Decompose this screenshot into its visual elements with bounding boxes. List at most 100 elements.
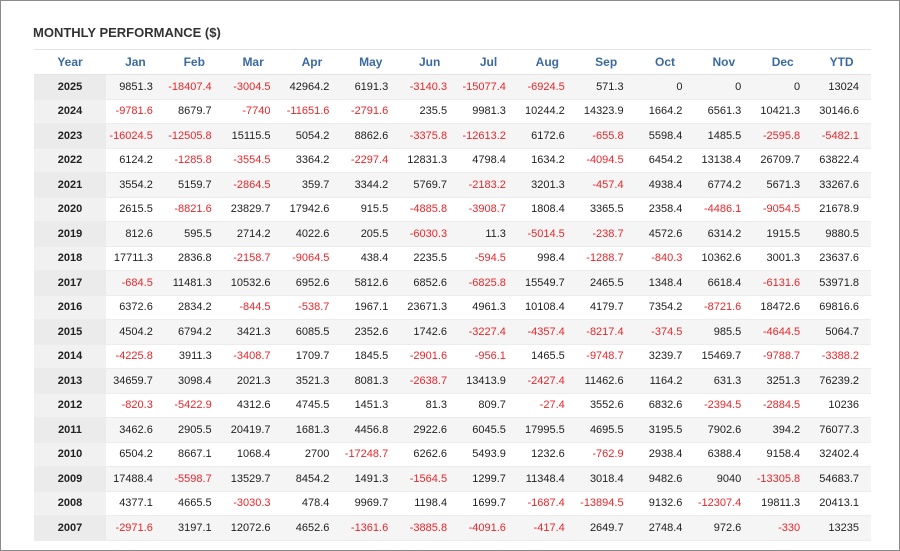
value-cell: 3098.4 xyxy=(164,368,224,394)
value-cell: 2834.2 xyxy=(164,295,224,320)
value-cell: -2427.4 xyxy=(517,368,577,394)
value-cell: -27.4 xyxy=(517,393,577,418)
header-row: Year Jan Feb Mar Apr May Jun Jul Aug Sep Oct Nov Dec… xyxy=(34,49,871,75)
value-cell: 23829.7 xyxy=(223,197,283,222)
value-cell: 11348.4 xyxy=(517,466,577,492)
value-cell: -655.8 xyxy=(576,123,636,149)
table-row: 2025 9851.3 -18407.4 -3004.5 42964.2 6191.3 -3… xyxy=(34,74,871,100)
value-cell: -4486.1 xyxy=(694,197,754,222)
value-cell: 10532.6 xyxy=(223,270,283,296)
value-cell: -2791.6 xyxy=(341,99,401,124)
value-cell: 4652.6 xyxy=(282,515,342,541)
table-row: 2024 -9781.6 8679.7 -7740 -11651.6 -2791.6 235… xyxy=(34,99,871,124)
value-cell: -1687.4 xyxy=(517,491,577,516)
value-cell: 6172.6 xyxy=(517,123,577,149)
value-cell: 4022.6 xyxy=(282,221,342,247)
value-cell: -4091.6 xyxy=(459,515,518,541)
value-cell: 17488.4 xyxy=(106,466,165,492)
value-cell: 7354.2 xyxy=(635,295,695,320)
value-cell: 1465.5 xyxy=(517,344,577,369)
value-cell: 6952.6 xyxy=(282,270,342,296)
value-cell: 10421.3 xyxy=(753,99,813,124)
value-cell: 3521.3 xyxy=(282,368,342,394)
value-cell: -3030.3 xyxy=(223,491,283,516)
value-cell: 1664.2 xyxy=(635,99,695,124)
value-cell: 0 xyxy=(635,74,695,100)
year-cell: 2009 xyxy=(34,466,106,492)
year-cell: 2007 xyxy=(34,515,106,541)
value-cell: -15077.4 xyxy=(459,74,518,100)
value-cell: -9748.7 xyxy=(576,344,636,369)
value-cell: -9788.7 xyxy=(753,344,813,369)
value-cell: -13305.8 xyxy=(753,466,813,492)
value-cell: -4885.8 xyxy=(400,197,460,222)
value-cell: -6030.3 xyxy=(400,221,460,247)
value-cell: 812.6 xyxy=(106,221,165,247)
value-cell: -5482.1 xyxy=(812,123,871,149)
column-header: Nov xyxy=(694,49,754,75)
value-cell: 3554.2 xyxy=(106,172,165,198)
year-cell: 2008 xyxy=(34,491,106,516)
value-cell: -4644.5 xyxy=(753,319,813,345)
value-cell: 1742.6 xyxy=(400,319,460,345)
year-cell: 2025 xyxy=(34,74,106,100)
value-cell: 3239.7 xyxy=(635,344,695,369)
value-cell: 2649.7 xyxy=(576,515,636,541)
value-cell: 0 xyxy=(694,74,754,100)
value-cell: 4572.6 xyxy=(635,221,695,247)
value-cell: -17248.7 xyxy=(341,442,401,467)
performance-table: Year Jan Feb Mar Apr May Jun Jul Aug Sep Oct Nov Dec… xyxy=(34,49,871,541)
value-cell: 3462.6 xyxy=(106,417,165,443)
value-cell: -2901.6 xyxy=(400,344,460,369)
value-cell: 631.3 xyxy=(694,368,754,394)
value-cell: -4357.4 xyxy=(517,319,577,345)
value-cell: 63822.4 xyxy=(812,148,871,173)
value-cell: -2158.7 xyxy=(223,246,283,271)
value-cell: 1485.5 xyxy=(694,123,754,149)
value-cell: 3001.3 xyxy=(753,246,813,271)
value-cell: 30146.6 xyxy=(812,99,871,124)
value-cell: 3552.6 xyxy=(576,393,636,418)
value-cell: 15469.7 xyxy=(694,344,754,369)
value-cell: 4695.5 xyxy=(576,417,636,443)
value-cell: 6262.6 xyxy=(400,442,460,467)
value-cell: -3004.5 xyxy=(223,74,283,100)
value-cell: -5422.9 xyxy=(164,393,224,418)
value-cell: 2465.5 xyxy=(576,270,636,296)
value-cell: -3375.8 xyxy=(400,123,460,149)
value-cell: 6191.3 xyxy=(341,74,401,100)
value-cell: 9851.3 xyxy=(106,74,165,100)
value-cell: -3908.7 xyxy=(459,197,518,222)
value-cell: -3885.8 xyxy=(400,515,460,541)
year-cell: 2018 xyxy=(34,246,106,271)
value-cell: -374.5 xyxy=(635,319,695,345)
value-cell: 438.4 xyxy=(341,246,401,271)
value-cell: 1967.1 xyxy=(341,295,401,320)
value-cell: 6388.4 xyxy=(694,442,754,467)
value-cell: 6124.2 xyxy=(106,148,165,173)
value-cell: 478.4 xyxy=(282,491,342,516)
value-cell: 17995.5 xyxy=(517,417,577,443)
year-cell: 2011 xyxy=(34,417,106,443)
table-row: 2022 6124.2 -1285.8 -3554.5 3364.2 -2297.4 128… xyxy=(34,148,871,173)
value-cell: 2748.4 xyxy=(635,515,695,541)
value-cell: -9064.5 xyxy=(282,246,342,271)
value-cell: 4938.4 xyxy=(635,172,695,198)
value-cell: 2615.5 xyxy=(106,197,165,222)
value-cell: 2352.6 xyxy=(341,319,401,345)
value-cell: 1915.5 xyxy=(753,221,813,247)
value-cell: -2864.5 xyxy=(223,172,283,198)
title: MONTHLY PERFORMANCE ($) xyxy=(33,25,221,40)
value-cell: 10244.2 xyxy=(517,99,577,124)
value-cell: -1361.6 xyxy=(341,515,401,541)
value-cell: 54683.7 xyxy=(812,466,871,492)
value-cell: 34659.7 xyxy=(106,368,165,394)
table-row: 2011 3462.6 2905.5 20419.7 1681.3 4456.8 2922.… xyxy=(34,417,871,443)
value-cell: 1348.4 xyxy=(635,270,695,296)
value-cell: 2922.6 xyxy=(400,417,460,443)
value-cell: -2297.4 xyxy=(341,148,401,173)
value-cell: 4798.4 xyxy=(459,148,518,173)
value-cell: 15115.5 xyxy=(223,123,283,149)
value-cell: 42964.2 xyxy=(282,74,342,100)
